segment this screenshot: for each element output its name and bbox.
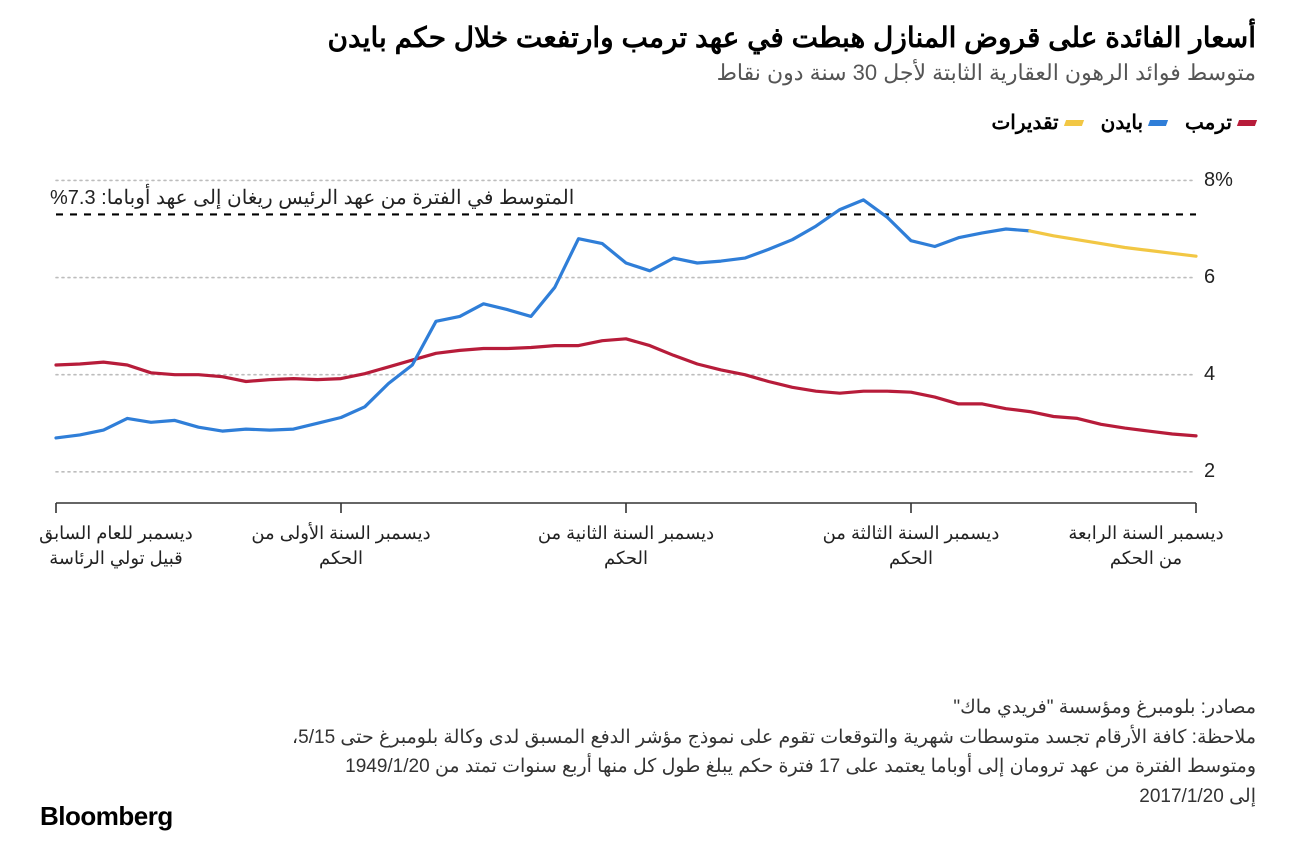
annotation-label: المتوسط في الفترة من عهد الرئيس ريغان إل… [50, 185, 574, 210]
series-trump [56, 339, 1196, 436]
xtick-label: ديسمبر السنة الثالثة من الحكم [821, 521, 1001, 570]
legend-swatch [1148, 120, 1168, 126]
ytick-label: 2 [1204, 460, 1215, 483]
note-line-1: ملاحظة: كافة الأرقام تجسد متوسطات شهرية … [40, 723, 1256, 752]
chart-legend: ترمب بايدن تقديرات [40, 110, 1256, 135]
chart-title: أسعار الفائدة على قروض المنازل هبطت في ع… [40, 20, 1256, 56]
ytick-label: 8% [1204, 169, 1233, 192]
source-line: مصادر: بلومبرغ ومؤسسة "فريدي ماك" [40, 693, 1256, 722]
xtick-label: ديسمبر للعام السابق قبيل تولي الرئاسة [26, 521, 206, 570]
legend-label: ترمب [1185, 110, 1232, 135]
legend-item: بايدن [1101, 110, 1167, 135]
legend-item: ترمب [1185, 110, 1256, 135]
legend-swatch [1064, 120, 1084, 126]
legend-item: تقديرات [991, 110, 1082, 135]
xtick-label: ديسمبر السنة الرابعة من الحكم [1056, 521, 1236, 570]
note-line-2: ومتوسط الفترة من عهد ترومان إلى أوباما ي… [40, 752, 1256, 781]
chart-area: 2 4 6 8% المتوسط في الفترة من عهد الرئيس ري… [40, 155, 1256, 603]
ytick-label: 4 [1204, 363, 1215, 386]
chart-footnotes: مصادر: بلومبرغ ومؤسسة "فريدي ماك" ملاحظة… [40, 693, 1256, 811]
chart-subtitle: متوسط فوائد الرهون العقارية الثابتة لأجل… [40, 60, 1256, 86]
series-biden [56, 200, 1030, 438]
legend-label: بايدن [1101, 110, 1143, 135]
xtick-label: ديسمبر السنة الأولى من الحكم [251, 521, 431, 570]
ytick-label: 6 [1204, 266, 1215, 289]
legend-label: تقديرات [991, 110, 1058, 135]
note-line-3: إلى 2017/1/20 [40, 782, 1256, 811]
brand-logo: Bloomberg [40, 801, 173, 832]
legend-swatch [1237, 120, 1257, 126]
xtick-label: ديسمبر السنة الثانية من الحكم [536, 521, 716, 570]
series-estimates [1030, 231, 1196, 256]
